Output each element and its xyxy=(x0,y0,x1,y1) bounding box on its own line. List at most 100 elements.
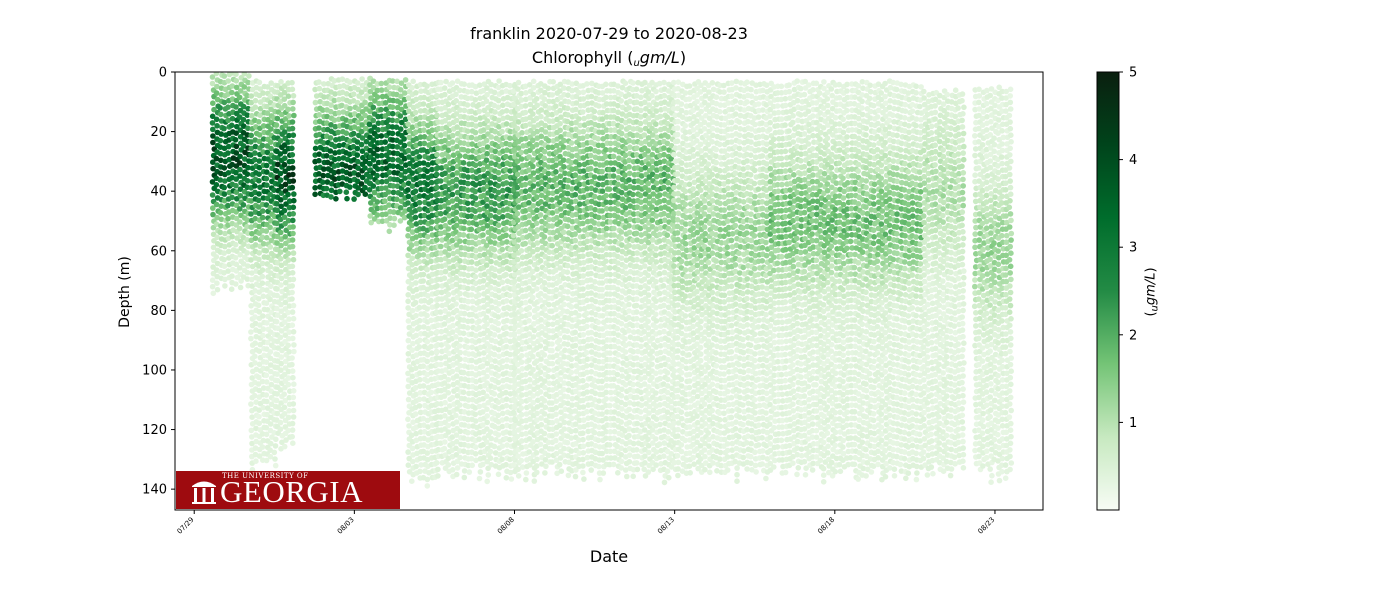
data-point xyxy=(333,196,339,202)
data-point xyxy=(255,296,262,302)
data-point xyxy=(401,136,407,142)
data-point xyxy=(503,298,510,304)
data-point xyxy=(518,156,525,162)
data-point xyxy=(253,399,259,406)
chart-title: franklin 2020-07-29 to 2020-08-23 xyxy=(470,24,748,43)
data-point xyxy=(437,178,444,184)
data-point xyxy=(527,377,533,383)
data-point xyxy=(233,72,239,77)
data-point xyxy=(588,270,594,277)
data-point xyxy=(233,215,240,222)
data-point xyxy=(237,284,244,291)
data-point xyxy=(237,206,243,212)
data-point xyxy=(522,227,529,234)
data-point xyxy=(557,127,563,134)
data-point xyxy=(549,446,555,452)
data-point xyxy=(282,168,288,175)
data-point xyxy=(416,344,423,350)
data-point xyxy=(278,190,285,196)
data-point xyxy=(549,242,555,249)
data-point xyxy=(537,369,544,376)
data-point xyxy=(267,447,274,454)
data-point xyxy=(603,81,609,88)
data-point xyxy=(499,128,505,135)
data-point xyxy=(233,202,240,209)
data-point xyxy=(229,273,235,279)
data-point xyxy=(413,463,419,470)
data-point xyxy=(248,93,255,99)
data-point xyxy=(428,330,434,337)
data-point xyxy=(424,312,430,319)
data-point xyxy=(450,132,456,139)
data-point xyxy=(218,216,225,223)
data-point xyxy=(472,274,479,280)
data-point xyxy=(561,137,567,144)
data-point xyxy=(445,298,452,304)
data-point xyxy=(421,127,427,133)
data-point xyxy=(507,351,513,358)
data-point xyxy=(233,281,239,287)
data-point xyxy=(289,119,296,125)
data-point xyxy=(389,104,396,110)
data-point xyxy=(278,360,285,367)
data-point xyxy=(546,301,552,308)
data-point xyxy=(217,137,224,144)
data-point xyxy=(472,234,479,241)
data-point xyxy=(511,396,517,403)
data-point xyxy=(412,188,419,194)
data-point xyxy=(222,243,228,250)
data-point xyxy=(267,355,274,362)
data-point xyxy=(445,226,452,232)
data-point xyxy=(382,139,389,145)
data-point xyxy=(465,180,471,187)
data-point xyxy=(428,179,435,186)
data-point xyxy=(289,237,296,243)
data-point xyxy=(449,394,456,401)
data-point xyxy=(514,256,521,263)
data-point xyxy=(412,411,419,417)
data-point xyxy=(464,187,471,193)
data-point xyxy=(500,187,506,194)
data-point xyxy=(445,462,452,468)
data-point xyxy=(572,349,579,355)
data-point xyxy=(278,275,285,282)
data-point xyxy=(618,98,624,104)
data-point xyxy=(405,357,412,364)
data-point xyxy=(429,219,435,225)
data-point xyxy=(290,394,297,401)
data-point xyxy=(252,353,258,360)
data-point xyxy=(515,86,521,92)
data-point xyxy=(441,216,448,222)
data-point xyxy=(354,152,361,158)
data-point xyxy=(549,197,555,203)
data-point xyxy=(461,468,468,474)
data-point xyxy=(241,72,248,77)
data-point xyxy=(289,263,296,270)
data-point xyxy=(209,277,216,284)
data-point xyxy=(545,85,552,92)
data-point xyxy=(274,377,281,384)
data-point xyxy=(256,413,262,420)
data-point xyxy=(476,324,483,331)
data-point xyxy=(259,280,266,287)
data-point xyxy=(500,214,506,220)
data-point xyxy=(480,232,486,238)
data-point xyxy=(541,352,548,358)
data-point xyxy=(278,269,284,275)
data-point xyxy=(289,309,296,315)
data-point xyxy=(233,176,239,182)
data-point xyxy=(484,373,490,380)
data-point xyxy=(610,153,617,160)
data-point xyxy=(557,120,563,127)
data-point xyxy=(492,384,498,391)
data-point xyxy=(491,391,498,397)
data-point xyxy=(211,238,217,244)
data-point xyxy=(453,419,460,425)
data-point xyxy=(354,80,361,86)
data-point xyxy=(282,155,288,161)
data-point xyxy=(274,338,281,345)
data-point xyxy=(233,182,239,189)
data-point xyxy=(241,241,247,247)
data-point xyxy=(584,389,590,395)
data-point xyxy=(289,296,295,302)
